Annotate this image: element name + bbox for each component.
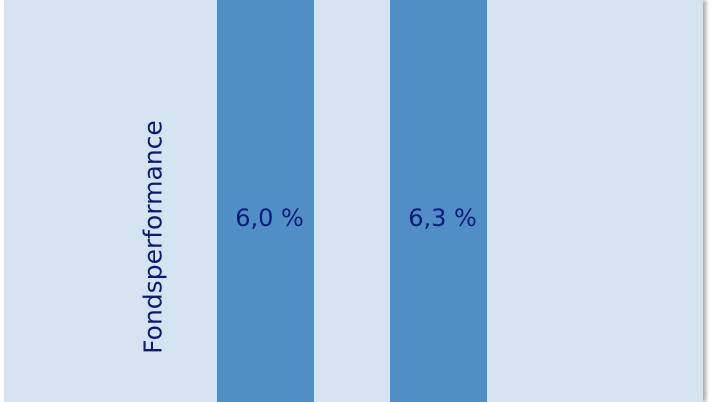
bar-1-data-label: 6,0 %: [235, 204, 304, 232]
chart-area: [4, 0, 703, 402]
y-axis-label: Fondsperformance: [138, 120, 168, 354]
bar-2: [390, 0, 487, 402]
bar-1: [217, 0, 314, 402]
bar-2-data-label: 6,3 %: [408, 204, 477, 232]
